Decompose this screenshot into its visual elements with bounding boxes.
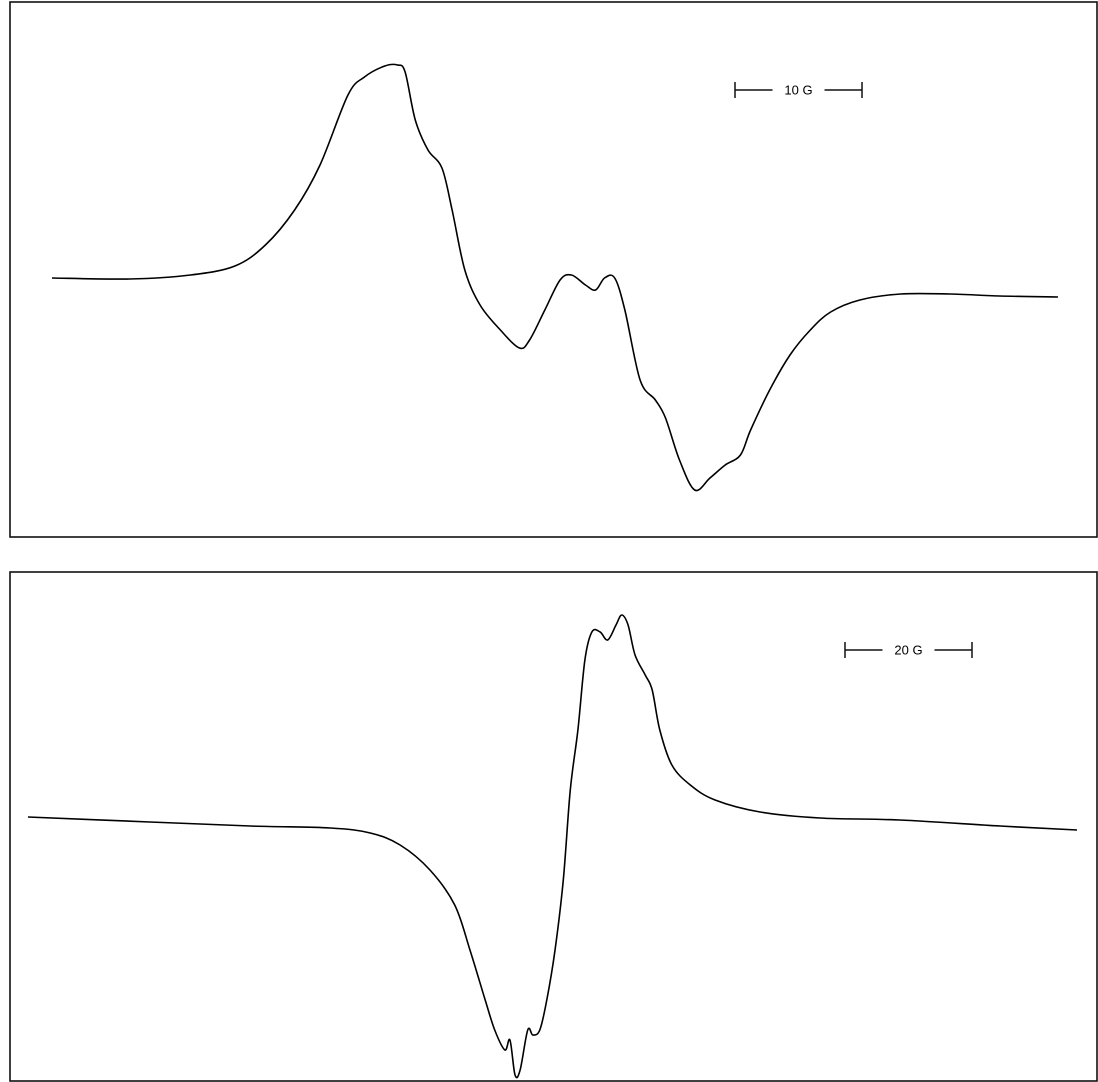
scale-bar-label: 10 G	[784, 82, 812, 97]
spectrum-line	[27, 614, 1078, 1079]
panel-frame	[9, 1, 1098, 538]
panel-frame	[9, 571, 1098, 1082]
spectrum-line	[51, 63, 1059, 492]
scale-bar-label: 20 G	[894, 642, 922, 657]
